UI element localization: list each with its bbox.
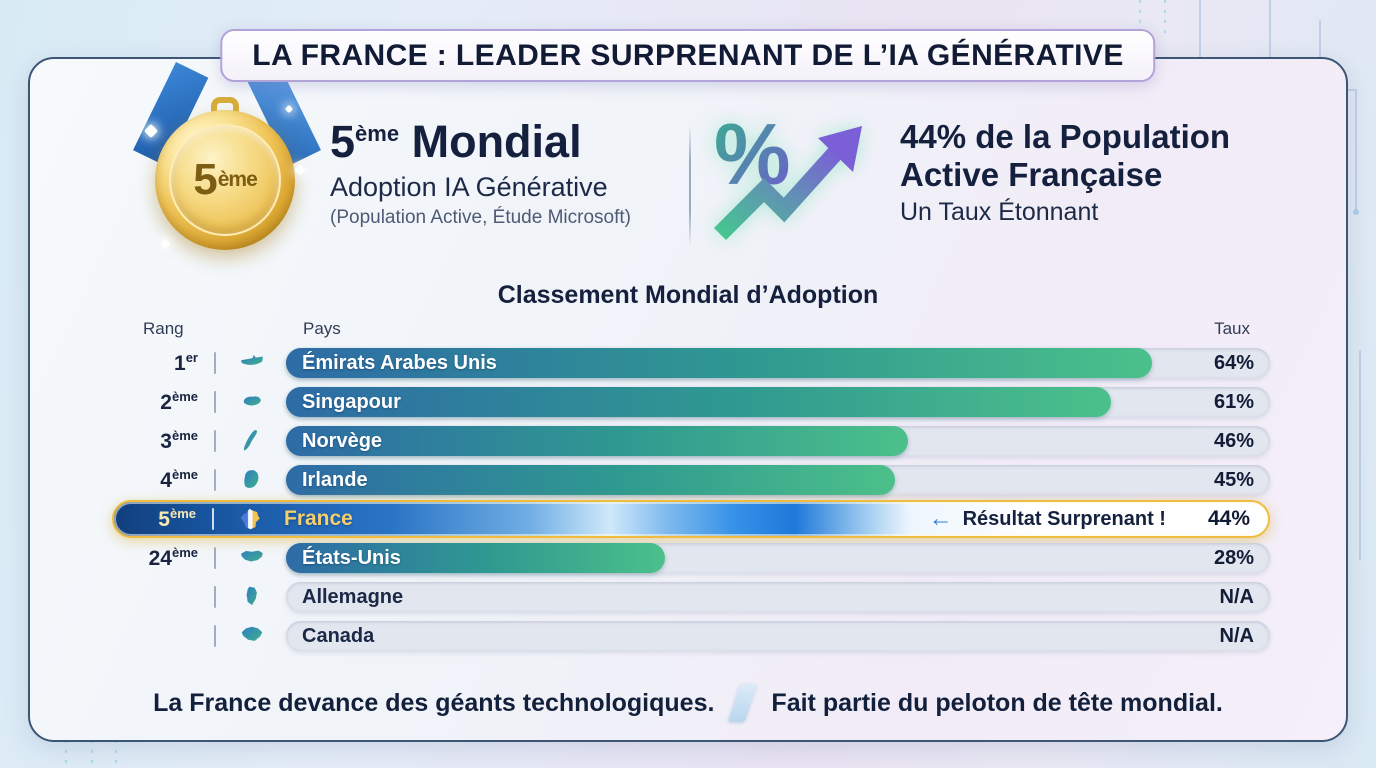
rank-divider (214, 625, 216, 647)
column-header-rank: Rang (143, 319, 184, 338)
percent-growth-arrow-icon: % (713, 107, 862, 241)
ranking-table: 1er Émirats Arabes Unis Émirats Arabes U… (112, 348, 1270, 660)
stat-line3: Un Taux Étonnant (900, 198, 1099, 227)
ranking-row-uae: 1er Émirats Arabes Unis Émirats Arabes U… (130, 348, 1270, 378)
ranking-row-canada: Canada Canada N/A (130, 621, 1270, 651)
rank-headline-block: 5ème Mondial Adoption IA Générative (Pop… (330, 118, 631, 229)
footer-left-text: La France devance des géants technologiq… (153, 688, 715, 717)
rate-value: N/A (1219, 586, 1254, 608)
canada-map-icon (232, 622, 272, 650)
chart-title: Classement Mondial d’Adoption (497, 281, 879, 309)
rank-divider (214, 586, 216, 608)
rate-value: 61% (1213, 391, 1254, 413)
bar-norway: Norvège (286, 426, 909, 456)
gold-medal-icon: 5 ème (155, 110, 295, 250)
norway-map-icon (232, 427, 272, 455)
bar-usa: États-Unis (286, 543, 665, 573)
ranking-row-singapore: 2ème Singapour Singapour 61% (130, 387, 1270, 417)
singapore-map-icon (232, 388, 272, 416)
surprise-annotation: ← Résultat Surprenant ! (928, 505, 1166, 532)
ranking-row-france-highlighted: 5ème France ← Résultat Surprenant ! 44% (112, 500, 1270, 538)
left-arrow-icon: ← (928, 505, 953, 532)
france-map-icon (230, 505, 270, 533)
rate-value: 46% (1213, 430, 1254, 452)
rank-divider (214, 469, 216, 491)
rank-subtitle: Adoption IA Générative (330, 172, 608, 203)
rate-value: N/A (1219, 625, 1254, 647)
source-note: (Population Active, Étude Microsoft) (330, 207, 631, 229)
bar-ireland: Irlande (286, 465, 895, 495)
bar-singapore: Singapour (286, 387, 1112, 417)
hero-divider (689, 126, 691, 246)
stat-line1: 44% de la Population (900, 118, 1231, 155)
usa-map-icon (232, 544, 272, 572)
title-banner-text: LA FRANCE : LEADER SURPRENANT DE L’IA GÉ… (252, 38, 1124, 72)
rank-headline: 5ème Mondial (330, 116, 582, 167)
bar-uae: Émirats Arabes Unis (286, 348, 1152, 378)
rank-divider (212, 508, 214, 530)
column-header-country: Pays (303, 319, 341, 338)
slash-divider-icon (728, 684, 758, 722)
rate-value: 45% (1213, 469, 1254, 491)
medal-rank-label: 5 ème (169, 124, 281, 236)
column-header-rate: Taux (1214, 319, 1250, 338)
stat-headline-block: 44% de la Population Active Française Un… (900, 118, 1230, 227)
uae-map-icon (232, 349, 272, 377)
ranking-row-ireland: 4ème Irlande Irlande 45% (130, 465, 1270, 495)
rate-value: 44% (1207, 507, 1250, 530)
svg-text:%: % (714, 107, 790, 203)
rate-value: 64% (1213, 352, 1254, 374)
ranking-row-germany: Allemagne Allemagne N/A (130, 582, 1270, 612)
rank-divider (214, 391, 216, 413)
stat-line2: Active Française (900, 155, 1163, 193)
ranking-row-norway: 3ème Norvège Norvège 46% (130, 426, 1270, 456)
rank-divider (214, 430, 216, 452)
france-bar-label: France (284, 507, 353, 530)
rate-value: 28% (1213, 547, 1254, 569)
footer-takeaways: La France devance des géants technologiq… (60, 684, 1316, 722)
ireland-map-icon (232, 466, 272, 494)
footer-right-text: Fait partie du peloton de tête mondial. (771, 688, 1223, 717)
ranking-row-usa: 24ème États-Unis États-Unis 28% (130, 543, 1270, 573)
chart-column-headers: Rang Pays Taux (130, 319, 1270, 339)
rank-divider (214, 547, 216, 569)
germany-map-icon (232, 583, 272, 611)
rank-divider (214, 352, 216, 374)
title-banner: LA FRANCE : LEADER SURPRENANT DE L’IA GÉ… (220, 29, 1156, 82)
